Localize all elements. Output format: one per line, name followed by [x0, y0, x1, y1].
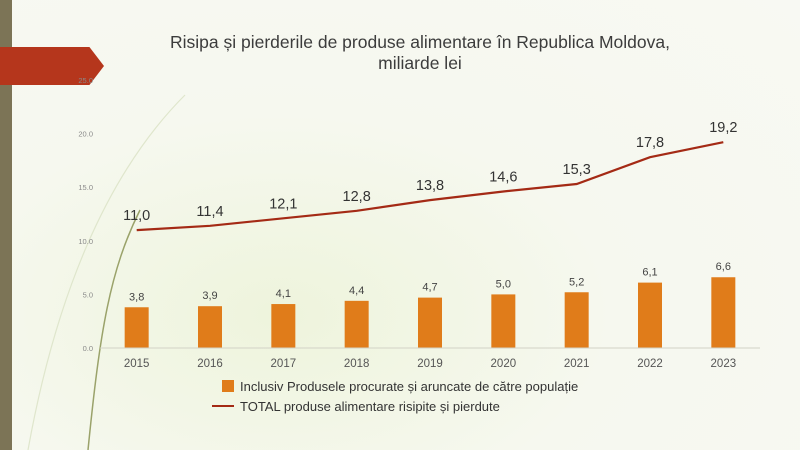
bar-data-label: 3,8	[129, 291, 144, 303]
bar-data-label: 5,2	[569, 276, 584, 288]
decorative-curve-dark	[87, 209, 141, 450]
x-tick-label: 2022	[637, 358, 663, 370]
y-tick-label: 25.0	[78, 76, 93, 85]
bar	[198, 306, 222, 348]
y-axis: 0.0 5.0 10.0 15.0 20.0 25.0	[78, 76, 93, 353]
x-tick-label: 2017	[271, 358, 297, 370]
slide-side-bar	[0, 0, 12, 450]
x-tick-label: 2016	[197, 358, 223, 370]
total-line	[136, 141, 724, 232]
line-data-label: 17,8	[636, 135, 664, 151]
y-tick-label: 10.0	[78, 237, 93, 246]
decorative-curve	[27, 94, 186, 450]
bar-series: 3,8 3,9 4,1 4,4 4,7 5,0 5,2 6,1 6,6	[124, 261, 736, 348]
line-data-label: 11,4	[196, 204, 223, 220]
y-tick-label: 15.0	[78, 183, 93, 192]
line-data-label: 14,6	[489, 169, 517, 185]
bar-data-label: 6,6	[716, 261, 731, 273]
line-data-label: 15,3	[563, 162, 591, 178]
y-tick-label: 5.0	[83, 290, 93, 299]
chart-subtitle: miliarde lei	[378, 53, 462, 73]
chart-title-block: Risipa și pierderile de produse alimenta…	[120, 32, 720, 74]
line-series: 11,0 11,4 12,1 12,8 13,8 14,6 15,3 17,8 19,2	[123, 120, 737, 232]
bar	[271, 304, 296, 348]
line-data-label: 12,1	[269, 196, 297, 212]
line-data-label: 19,2	[709, 120, 737, 136]
bar-data-label: 4,7	[422, 282, 437, 294]
y-tick-label: 20.0	[78, 130, 93, 139]
bar	[124, 307, 149, 348]
legend-label-bars: Inclusiv Produsele procurate și aruncate…	[240, 378, 579, 394]
x-tick-label: 2018	[344, 358, 370, 370]
legend-item-bars: Inclusiv Produsele procurate și aruncate…	[222, 376, 578, 396]
bar-data-label: 4,1	[276, 288, 291, 300]
legend-label-line: TOTAL produse alimentare risipite și pie…	[240, 398, 500, 414]
y-tick-label: 0.0	[83, 344, 93, 353]
bar	[564, 292, 589, 348]
bar-data-label: 6,1	[642, 267, 657, 279]
bar-data-label: 3,9	[202, 290, 217, 302]
line-data-label: 11,0	[123, 208, 150, 224]
bar	[344, 300, 369, 348]
x-tick-label: 2015	[124, 358, 150, 370]
bar	[491, 294, 516, 348]
chart-title: Risipa și pierderile de produse alimenta…	[170, 32, 670, 52]
x-axis: 2015 2016 2017 2018 2019 2020 2021 2022 2023	[100, 347, 760, 370]
legend-item-line: TOTAL produse alimentare risipite și pie…	[212, 396, 578, 416]
bar	[711, 277, 736, 348]
x-tick-label: 2021	[564, 358, 590, 370]
x-tick-label: 2020	[491, 358, 517, 370]
bar	[638, 282, 662, 348]
legend: Inclusiv Produsele procurate și aruncate…	[212, 376, 578, 416]
bar	[418, 297, 442, 348]
title-arrow-decoration	[0, 47, 104, 85]
bar-data-label: 5,0	[496, 278, 511, 290]
x-tick-label: 2023	[711, 358, 737, 370]
line-data-label: 13,8	[416, 178, 444, 194]
bar-data-label: 4,4	[349, 285, 364, 297]
line-data-label: 12,8	[343, 189, 371, 205]
legend-swatch-line	[212, 405, 234, 407]
x-tick-label: 2019	[417, 358, 443, 370]
legend-swatch-bar	[222, 380, 234, 392]
